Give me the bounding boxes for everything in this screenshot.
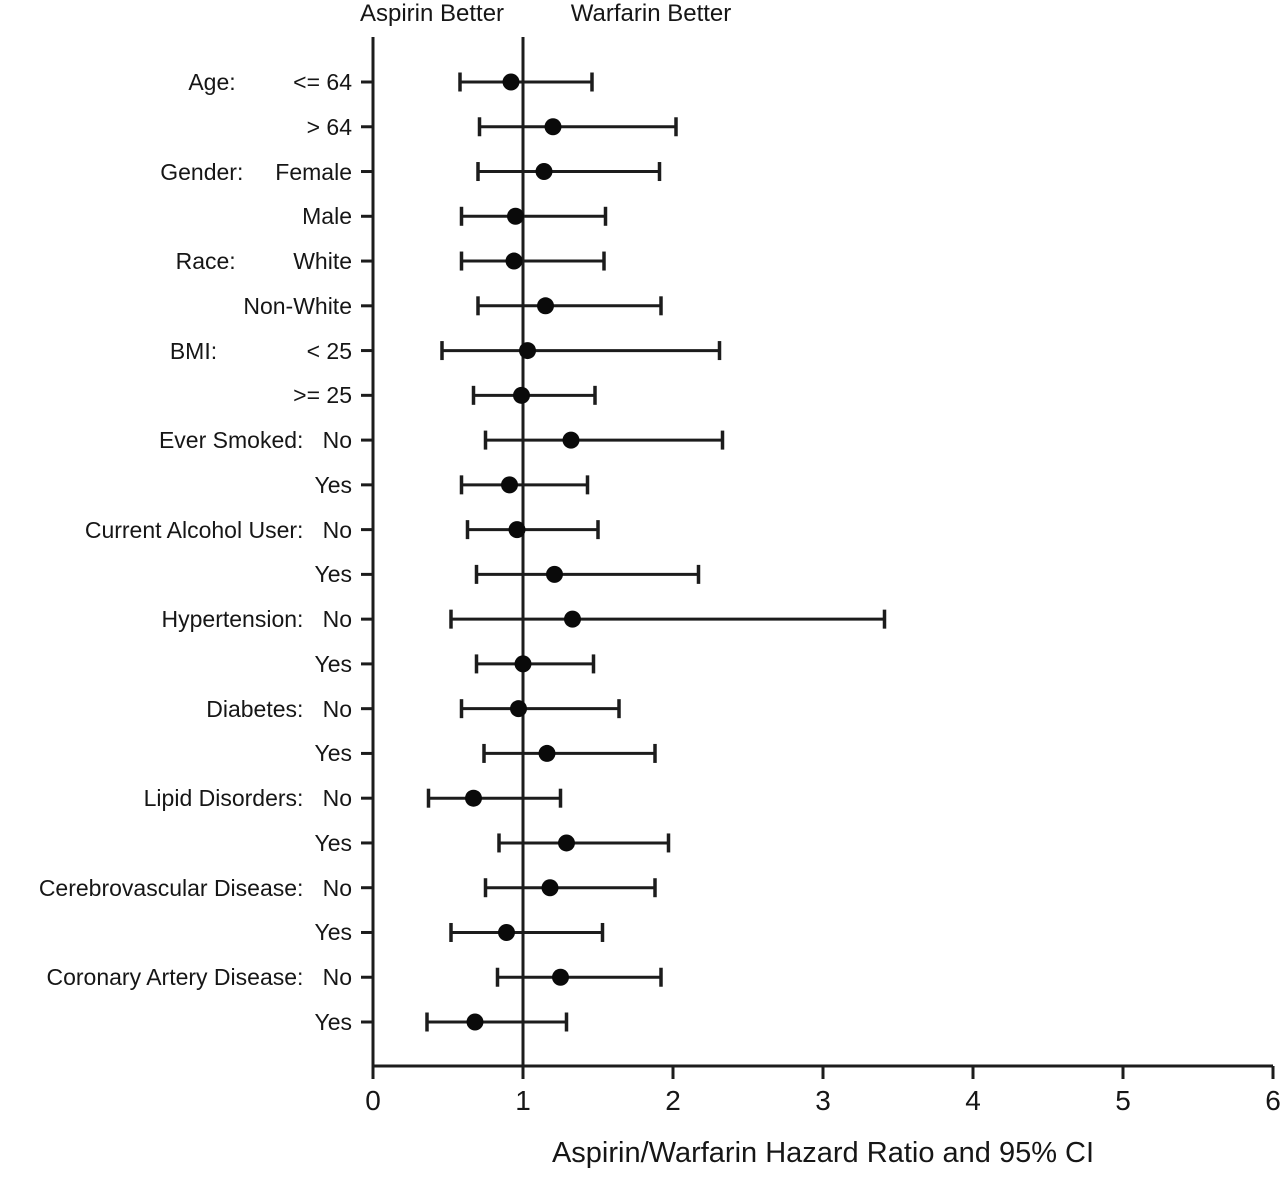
hr-point [508,521,526,539]
row-label: Ever Smoked: No [158,427,352,454]
forest-row [474,654,596,674]
forest-row [449,609,887,629]
x-tick-label: 2 [665,1085,681,1116]
hr-point [502,73,520,91]
x-tick-label: 0 [365,1085,381,1116]
hr-point [466,1013,484,1031]
x-tick-label: 3 [815,1085,831,1116]
forest-row [459,206,608,226]
row-label: Yes [314,471,352,498]
row-label: Current Alcohol User: No [84,516,352,543]
hr-point [501,476,518,494]
forest-row [458,72,594,92]
hr-point [510,700,527,718]
forest-row [483,430,725,450]
row-label: Hypertension: No [161,606,352,633]
forest-row [459,475,590,495]
forest-row [440,341,722,361]
row-label: Yes [314,740,352,767]
row-label: Yes [314,1009,352,1035]
hr-point [535,163,553,181]
hr-point [562,431,580,449]
forest-row [471,385,597,405]
hr-point [505,252,523,270]
forest-row [459,251,606,271]
row-label: Yes [314,919,352,946]
row-label: Non-White [243,292,352,319]
row-label: Diabetes: No [206,695,352,722]
hr-point [546,565,563,583]
row-label: >= 25 [293,382,352,409]
forest-row [476,296,663,316]
forest-row [465,520,600,540]
forest-row [495,967,663,987]
forest-row [483,878,657,898]
row-label: Gender: Female [160,158,352,185]
x-tick-label: 4 [965,1085,981,1116]
row-label: BMI: < 25 [169,337,352,364]
hr-point [564,610,581,628]
row-label: Lipid Disorders: No [143,785,352,812]
row-label: Cerebrovascular Disease: No [38,874,352,901]
forest-row [476,162,662,182]
row-label: Yes [314,829,352,856]
hr-point [538,744,556,762]
forest-row [474,564,701,584]
row-label: Age: <= 64 [188,69,352,95]
forest-row [426,788,563,808]
row-label: Coronary Artery Disease: No [46,964,352,991]
row-label: Male [302,203,352,230]
hr-point [519,342,536,360]
hr-point [537,297,554,315]
aspirin-better-label: Aspirin Better [359,0,505,27]
x-tick-label: 6 [1265,1085,1280,1116]
row-label: Race: White [175,248,352,275]
forest-row [459,699,621,719]
forest-row [497,833,671,853]
forest-row [449,922,605,942]
forest-row [425,1012,569,1032]
hr-point [513,386,530,404]
row-label: Yes [314,561,352,588]
row-label: > 64 [306,113,352,140]
warfarin-better-label: Warfarin Better [570,0,732,27]
forest-row [477,117,678,137]
row-label: Yes [314,650,352,677]
hr-point [507,207,524,225]
forest-row [482,743,657,763]
hr-point [558,834,575,852]
hr-point [544,118,562,136]
hr-point [498,923,515,941]
x-axis-title: Aspirin/Warfarin Hazard Ratio and 95% CI [551,1137,1095,1169]
hr-point [514,655,532,673]
x-tick-label: 1 [515,1085,531,1116]
hr-point [552,968,569,986]
hr-point [541,879,559,897]
hr-point [465,789,482,807]
x-tick-label: 5 [1115,1085,1131,1116]
